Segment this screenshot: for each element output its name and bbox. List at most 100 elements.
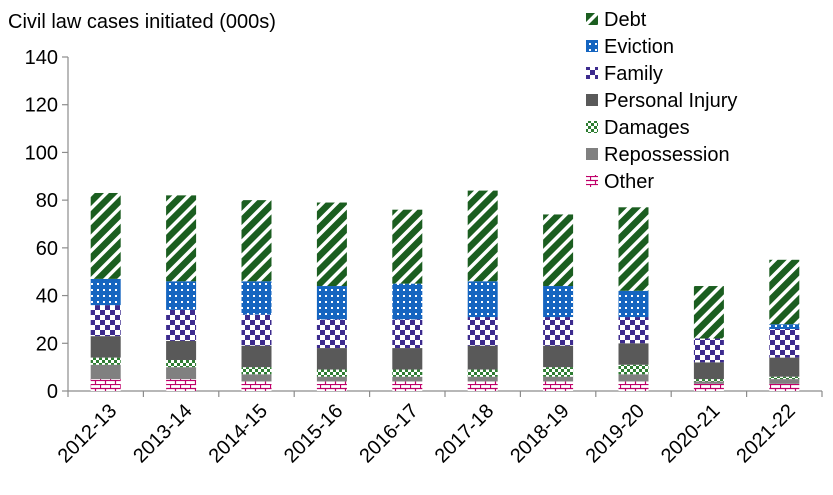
bar-segment-family [316, 319, 347, 349]
bar-segment-family [241, 314, 272, 346]
x-tick-label: 2016-17 [355, 400, 422, 467]
chart-title: Civil law cases initiated (000s) [8, 11, 276, 33]
bar-segment-damages [90, 357, 121, 365]
bar-segment-repossession [166, 367, 197, 380]
x-axis: 2012-13 2013-14 2014-15 2015-16 2016-17 2017-… [54, 390, 823, 467]
bar-segment-other [392, 381, 423, 391]
x-tick-label: 2012-13 [54, 400, 121, 467]
bar-segment-repossession [769, 379, 800, 384]
bar-segment-other [166, 379, 197, 391]
bar-segment-damages [543, 367, 574, 377]
bar-segment-family [90, 305, 121, 337]
legend-swatch-repossession [586, 148, 598, 160]
y-tick-label: 0 [47, 381, 58, 403]
y-tick-label: 120 [25, 95, 58, 117]
bar-segment-other [241, 381, 272, 391]
legend-swatch-personal-injury [586, 94, 598, 106]
legend-label-repossession: Repossession [604, 144, 730, 166]
bar-segment-family [693, 338, 724, 363]
x-tick-label: 2018-19 [506, 400, 573, 467]
bar-segment-other [90, 379, 121, 391]
bar-segment-other [618, 381, 649, 391]
bar-segment-repossession [241, 374, 272, 382]
bar-segment-repossession [90, 364, 121, 380]
bar-segment-eviction [769, 324, 800, 329]
legend-swatch-other [586, 175, 598, 187]
x-tick-label: 2017-18 [431, 400, 498, 467]
legend-label-damages: Damages [604, 117, 690, 139]
bar-segment-debt [693, 286, 724, 339]
bar-segment-eviction [618, 290, 649, 318]
bar-segment-family [166, 309, 197, 341]
y-axis: 0 20 40 60 80 100 120 140 [25, 47, 69, 403]
bar-segment-family [769, 328, 800, 358]
bar-segment-personal-injury [467, 345, 498, 370]
x-tick-label: 2020-21 [657, 400, 724, 467]
bar-segment-debt [392, 209, 423, 284]
y-tick-label: 140 [25, 47, 58, 69]
bar-segment-family [467, 317, 498, 346]
legend-label-debt: Debt [604, 9, 647, 31]
x-tick-label: 2021-22 [732, 400, 799, 467]
x-tick-label: 2015-16 [280, 400, 347, 467]
y-tick-label: 40 [36, 286, 58, 308]
x-tick-label: 2013-14 [129, 400, 196, 467]
bar-segment-other [769, 383, 800, 391]
bar-segment-eviction [241, 281, 272, 315]
y-tick-label: 60 [36, 238, 58, 260]
bar-segment-debt [467, 190, 498, 282]
legend-swatch-family [586, 67, 598, 79]
bar-segment-eviction [166, 281, 197, 310]
bar-segment-debt [241, 200, 272, 282]
bar-segment-damages [769, 376, 800, 380]
bar-segment-damages [467, 369, 498, 377]
bar-segment-personal-injury [90, 336, 121, 358]
bar-segment-eviction [316, 286, 347, 320]
legend-label-eviction: Eviction [604, 36, 674, 58]
bar-segment-eviction [543, 286, 574, 318]
bar-segment-other [467, 381, 498, 391]
bar-segment-personal-injury [693, 362, 724, 380]
bar-segment-other [543, 381, 574, 391]
bar-segment-damages [618, 364, 649, 375]
bar-segment-personal-injury [316, 348, 347, 370]
bar-segment-family [392, 319, 423, 349]
bar-segment-personal-injury [241, 345, 272, 368]
bar-segment-debt [543, 214, 574, 287]
bar-segment-repossession [316, 376, 347, 382]
bar-segment-debt [90, 192, 121, 279]
bar-segment-repossession [467, 376, 498, 382]
bar-segment-damages [166, 359, 197, 368]
bar-segment-family [543, 317, 574, 346]
bar-segment-other [316, 381, 347, 391]
legend-swatch-eviction [586, 40, 598, 52]
legend-label-family: Family [604, 63, 663, 85]
bar-segment-damages [241, 367, 272, 375]
bar-segment-personal-injury [618, 343, 649, 365]
bar-segment-damages [392, 369, 423, 377]
bar-segment-other [693, 383, 724, 391]
bar-segment-personal-injury [392, 348, 423, 370]
bar-segment-damages [693, 379, 724, 382]
bar-segment-eviction [467, 281, 498, 318]
bar-segment-family [618, 317, 649, 344]
bar-segment-personal-injury [769, 357, 800, 377]
bar-segment-repossession [392, 376, 423, 382]
legend-swatch-debt [586, 13, 598, 25]
y-tick-label: 100 [25, 142, 58, 164]
bar-segment-debt [166, 195, 197, 282]
bar-segment-repossession [543, 376, 574, 382]
legend: Debt Eviction Family Personal Injury Damages… [586, 9, 737, 193]
legend-label-personal-injury: Personal Injury [604, 90, 737, 112]
bar-segment-damages [316, 369, 347, 377]
x-tick-label: 2019-20 [582, 400, 649, 467]
bar-segment-repossession [618, 374, 649, 382]
x-tick-label: 2014-15 [205, 400, 272, 467]
bar-segment-personal-injury [166, 340, 197, 360]
legend-swatch-damages [586, 121, 598, 133]
bar-segment-debt [316, 202, 347, 287]
bar-segment-debt [769, 259, 800, 325]
bar-segment-personal-injury [543, 345, 574, 368]
bar-segment-eviction [90, 278, 121, 306]
